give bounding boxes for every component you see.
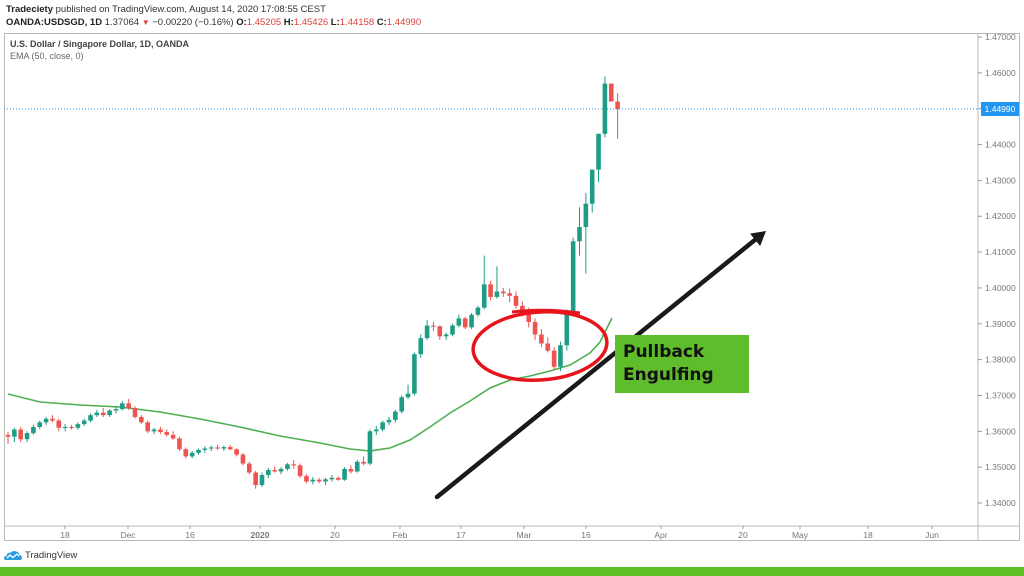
price-tick-label: 1.34000 <box>985 498 1016 508</box>
price-tick-label: 1.42000 <box>985 211 1016 221</box>
low-label: L: <box>330 17 340 28</box>
current-price-tag: 1.44990 <box>981 102 1019 116</box>
tradingview-logo[interactable]: TradingView <box>4 550 77 561</box>
price-tick-label: 1.43000 <box>985 175 1016 185</box>
high-value: 1.45426 <box>293 17 329 28</box>
time-tick-label: 2020 <box>251 530 270 540</box>
arrow-head-icon <box>750 231 766 247</box>
circle-overlap-stroke <box>511 308 581 315</box>
price-tick-label: 1.44000 <box>985 140 1016 150</box>
time-tick-label: Jun <box>925 530 939 540</box>
time-tick-label: 20 <box>330 530 340 540</box>
time-tick-label: 20 <box>738 530 748 540</box>
bottom-brand-bar <box>0 567 1024 576</box>
chart-frame <box>4 33 1020 541</box>
uptrend-arrow <box>434 237 758 500</box>
time-tick-label: 16 <box>185 530 195 540</box>
publish-info: Tradeciety published on TradingView.com,… <box>6 4 326 15</box>
price-tick-label: 1.46000 <box>985 68 1016 78</box>
price-change: −0.00220 (−0.16%) <box>152 17 234 28</box>
time-tick-label: May <box>792 530 809 540</box>
time-tick-label: 16 <box>581 530 591 540</box>
open-value: 1.45205 <box>246 17 282 28</box>
low-value: 1.44158 <box>339 17 375 28</box>
price-tick-label: 1.41000 <box>985 247 1016 257</box>
price-tick-label: 1.47000 <box>985 32 1016 42</box>
chart-title: U.S. Dollar / Singapore Dollar, 1D, OAND… <box>10 39 190 49</box>
time-tick-label: 18 <box>863 530 873 540</box>
price-tick-label: 1.35000 <box>985 462 1016 472</box>
callout-line-2: Engulfing <box>623 365 714 385</box>
candlesticks <box>5 76 620 489</box>
time-axis[interactable]: 18 Dec 16 2020 20 Feb 17 Mar 16 Apr 20 May 18 Jun <box>60 526 939 540</box>
time-tick-label: Dec <box>120 530 136 540</box>
pullback-engulfing-callout: Pullback Engulfing <box>615 335 749 393</box>
symbol: OANDA:USDSGD, 1D <box>6 17 103 28</box>
high-label: H: <box>283 17 294 28</box>
time-tick-label: 18 <box>60 530 70 540</box>
tradingview-cloud-icon <box>4 550 22 560</box>
close-label: C: <box>376 17 387 28</box>
ema-line <box>7 317 613 452</box>
time-tick-label: 17 <box>456 530 466 540</box>
indicator-label[interactable]: EMA (50, close, 0) <box>10 51 84 61</box>
time-tick-label: Feb <box>393 530 408 540</box>
time-tick-label: Apr <box>654 530 667 540</box>
close-value: 1.44990 <box>386 17 422 28</box>
price-tick-label: 1.40000 <box>985 283 1016 293</box>
publisher-name: Tradeciety <box>6 4 53 15</box>
price-tick-label: 1.38000 <box>985 355 1016 365</box>
symbol-info: OANDA:USDSGD, 1D 1.37064 ▼ −0.00220 (−0.… <box>6 17 421 28</box>
price-tick-label: 1.36000 <box>985 426 1016 436</box>
publish-text: published on TradingView.com, August 14,… <box>55 4 326 15</box>
callout-line-1: Pullback <box>623 342 705 362</box>
time-tick-label: Mar <box>517 530 532 540</box>
open-label: O: <box>236 17 247 28</box>
price-tick-label: 1.39000 <box>985 319 1016 329</box>
price-tick-label: 1.37000 <box>985 390 1016 400</box>
pullback-circle-annotation <box>471 310 609 382</box>
last-price: 1.37064 <box>104 17 140 28</box>
down-arrow-icon: ▼ <box>141 18 150 27</box>
tradingview-brand: TradingView <box>25 550 78 561</box>
